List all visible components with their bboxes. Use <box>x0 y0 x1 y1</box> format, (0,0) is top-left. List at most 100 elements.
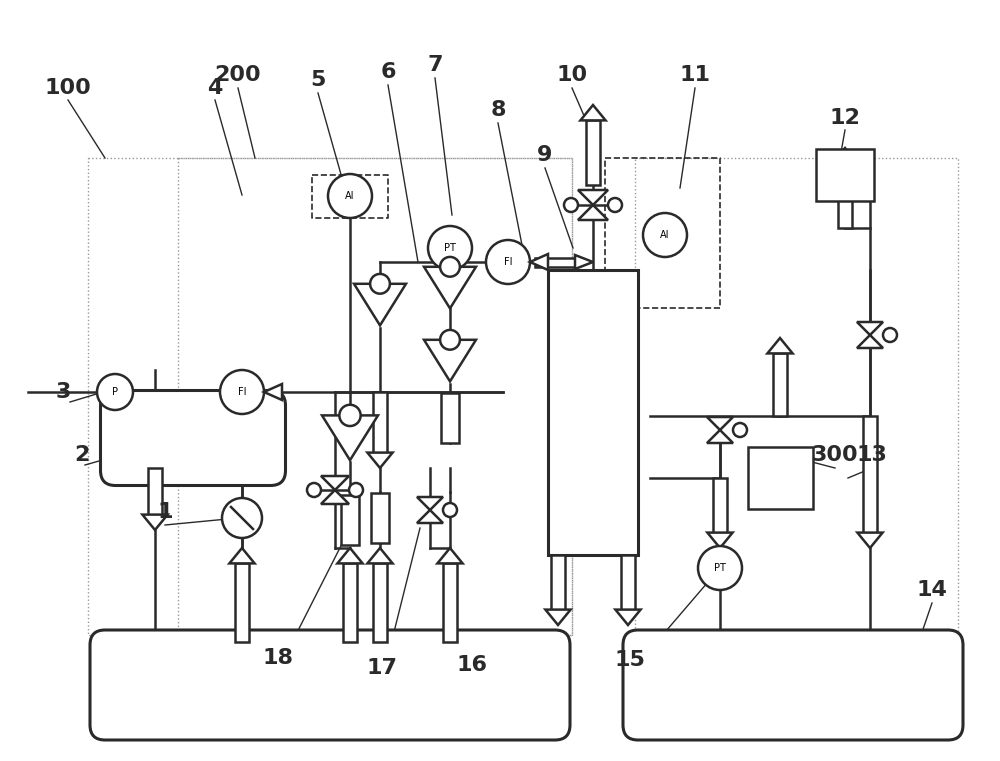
Polygon shape <box>417 497 443 510</box>
Bar <box>773 353 787 416</box>
Circle shape <box>307 483 321 497</box>
FancyBboxPatch shape <box>623 630 963 740</box>
Text: FI: FI <box>504 257 512 267</box>
Polygon shape <box>580 105 606 120</box>
Circle shape <box>222 498 262 538</box>
Polygon shape <box>615 610 641 625</box>
Text: 1: 1 <box>157 502 173 522</box>
Bar <box>838 164 852 228</box>
Text: 18: 18 <box>262 648 294 668</box>
Polygon shape <box>832 148 858 164</box>
Bar <box>373 392 387 453</box>
Bar <box>343 563 357 642</box>
Polygon shape <box>707 533 733 548</box>
Bar <box>441 393 459 443</box>
Text: 9: 9 <box>537 145 553 165</box>
Polygon shape <box>857 533 883 548</box>
Polygon shape <box>229 548 255 563</box>
Text: 16: 16 <box>456 655 488 675</box>
Polygon shape <box>417 510 443 523</box>
Polygon shape <box>321 490 349 504</box>
Text: 3: 3 <box>55 382 71 402</box>
Circle shape <box>883 328 897 342</box>
Text: 5: 5 <box>310 70 326 90</box>
Polygon shape <box>707 417 733 430</box>
Bar <box>548 269 638 555</box>
Polygon shape <box>857 322 883 335</box>
Polygon shape <box>437 548 463 563</box>
Polygon shape <box>578 205 608 220</box>
Text: 13: 13 <box>857 445 887 465</box>
Text: 8: 8 <box>490 100 506 120</box>
Polygon shape <box>767 338 793 353</box>
Text: 17: 17 <box>366 658 398 678</box>
Bar <box>816 149 874 201</box>
Text: 100: 100 <box>45 78 91 98</box>
Polygon shape <box>264 384 282 400</box>
Polygon shape <box>707 430 733 443</box>
Circle shape <box>443 503 457 517</box>
Text: 6: 6 <box>380 62 396 82</box>
Polygon shape <box>322 416 378 460</box>
Bar <box>443 563 457 642</box>
Bar <box>341 495 359 545</box>
Polygon shape <box>530 254 548 270</box>
Circle shape <box>349 483 363 497</box>
Bar <box>863 416 877 533</box>
Text: 11: 11 <box>680 65 710 85</box>
Polygon shape <box>857 335 883 348</box>
FancyBboxPatch shape <box>90 630 570 740</box>
Circle shape <box>733 423 747 437</box>
Circle shape <box>428 226 472 270</box>
Bar <box>713 478 727 533</box>
Bar <box>371 493 389 543</box>
Bar <box>586 120 600 185</box>
Text: PT: PT <box>444 243 456 253</box>
Circle shape <box>643 213 687 257</box>
Text: 4: 4 <box>207 78 223 98</box>
Text: AI: AI <box>345 191 355 201</box>
Text: FI: FI <box>238 387 246 397</box>
Text: 10: 10 <box>556 65 588 85</box>
Text: 7: 7 <box>427 55 443 75</box>
Polygon shape <box>575 255 593 269</box>
Circle shape <box>608 198 622 212</box>
Text: 2: 2 <box>74 445 90 465</box>
Text: AI: AI <box>660 230 670 240</box>
Polygon shape <box>424 267 476 308</box>
Bar <box>235 563 249 642</box>
Text: 12: 12 <box>830 108 860 128</box>
Polygon shape <box>545 610 571 625</box>
Circle shape <box>486 240 530 284</box>
Circle shape <box>564 198 578 212</box>
Polygon shape <box>367 548 393 563</box>
Circle shape <box>698 546 742 590</box>
Polygon shape <box>321 476 349 490</box>
Bar <box>373 563 387 642</box>
Bar <box>551 555 565 610</box>
Text: PT: PT <box>714 563 726 573</box>
Circle shape <box>440 330 460 350</box>
Text: 14: 14 <box>917 580 947 600</box>
FancyBboxPatch shape <box>100 390 286 486</box>
Polygon shape <box>367 453 393 468</box>
Circle shape <box>328 174 372 218</box>
Bar <box>148 468 162 514</box>
Text: 200: 200 <box>215 65 261 85</box>
Circle shape <box>97 374 133 410</box>
Polygon shape <box>354 284 406 326</box>
Text: 15: 15 <box>615 650 645 670</box>
Text: 300: 300 <box>812 445 858 465</box>
Polygon shape <box>578 190 608 205</box>
Polygon shape <box>142 514 168 530</box>
Bar <box>621 555 635 610</box>
Circle shape <box>220 370 264 414</box>
Bar <box>535 257 575 266</box>
Text: P: P <box>112 387 118 397</box>
Polygon shape <box>424 340 476 381</box>
Circle shape <box>370 274 390 294</box>
Circle shape <box>339 405 361 426</box>
Bar <box>748 447 812 509</box>
Polygon shape <box>337 548 363 563</box>
Circle shape <box>440 257 460 277</box>
